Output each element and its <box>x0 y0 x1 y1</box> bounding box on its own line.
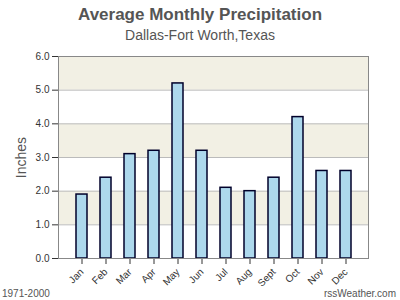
html-text:1971-2000: 1971-2000 <box>2 288 50 299</box>
svg-text:Aug: Aug <box>233 266 253 286</box>
svg-text:5.0: 5.0 <box>36 84 50 95</box>
svg-text:Inches: Inches <box>13 137 29 178</box>
svg-text:Apr: Apr <box>139 266 158 285</box>
svg-text:0.0: 0.0 <box>36 253 50 264</box>
html-text:Dallas-Fort Worth,Texas: Dallas-Fort Worth,Texas <box>125 27 275 43</box>
svg-text:Jun: Jun <box>186 266 205 285</box>
svg-text:Jul: Jul <box>213 266 230 283</box>
svg-text:Oct: Oct <box>283 266 302 285</box>
svg-text:Jan: Jan <box>66 266 85 285</box>
svg-text:4.0: 4.0 <box>36 118 50 129</box>
svg-text:3.0: 3.0 <box>36 152 50 163</box>
svg-text:2.0: 2.0 <box>36 185 50 196</box>
svg-text:Dec: Dec <box>329 266 349 286</box>
svg-text:Feb: Feb <box>90 266 110 286</box>
html-text:Average Monthly Precipitation: Average Monthly Precipitation <box>78 5 322 24</box>
svg-text:Nov: Nov <box>305 266 325 286</box>
html-text:rssWeather.com: rssWeather.com <box>323 288 396 299</box>
svg-text:May: May <box>161 266 182 287</box>
svg-text:1.0: 1.0 <box>36 219 50 230</box>
svg-text:Sept: Sept <box>255 266 277 288</box>
svg-text:Mar: Mar <box>114 266 134 286</box>
svg-text:6.0: 6.0 <box>36 51 50 62</box>
